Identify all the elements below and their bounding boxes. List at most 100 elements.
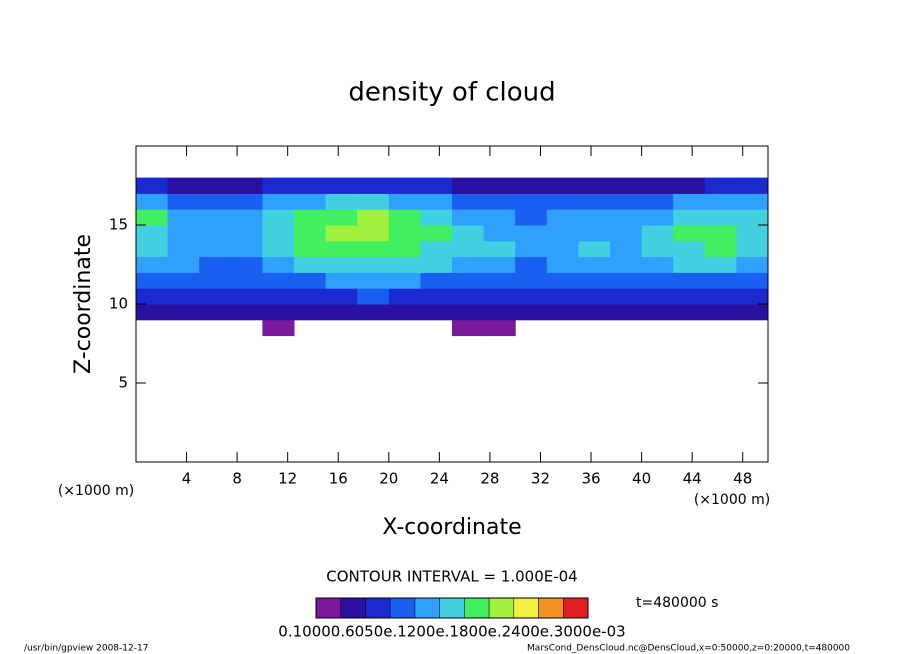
x-tick-label: 32 xyxy=(531,470,550,488)
y-tick-label: 10 xyxy=(109,295,128,313)
density-cell xyxy=(515,193,548,210)
density-cell xyxy=(420,272,453,289)
density-cell xyxy=(515,177,548,194)
density-cell xyxy=(136,304,169,321)
density-cell xyxy=(641,177,674,194)
density-cell xyxy=(641,240,674,258)
density-cell xyxy=(294,304,327,321)
density-cell xyxy=(704,177,737,194)
density-cell xyxy=(546,177,579,194)
density-cell xyxy=(230,272,263,289)
density-cell xyxy=(325,193,358,210)
density-cell xyxy=(357,225,390,242)
density-cell xyxy=(515,209,548,226)
footer-left: /usr/bin/gpview 2008-12-17 xyxy=(24,644,148,654)
density-cell xyxy=(673,256,706,273)
density-cell xyxy=(136,256,169,273)
density-cell xyxy=(736,288,769,305)
density-cell xyxy=(167,240,200,258)
density-cell xyxy=(452,193,485,210)
density-cell xyxy=(483,272,516,289)
density-cell xyxy=(388,272,421,289)
density-cell xyxy=(199,272,232,289)
density-cell xyxy=(230,256,263,273)
density-cell xyxy=(610,209,643,226)
density-cell xyxy=(262,272,295,289)
density-cell xyxy=(230,177,263,194)
density-cell xyxy=(578,288,611,305)
density-cell xyxy=(610,193,643,210)
density-cell xyxy=(736,240,769,258)
density-cell xyxy=(736,193,769,210)
density-cell xyxy=(262,319,295,337)
density-cell xyxy=(578,193,611,210)
density-cell xyxy=(578,304,611,321)
density-cell xyxy=(704,225,737,242)
density-cell xyxy=(610,288,643,305)
density-cell xyxy=(136,272,169,289)
density-cell xyxy=(641,272,674,289)
density-cell xyxy=(167,304,200,321)
x-tick-label: 4 xyxy=(182,470,192,488)
density-cell xyxy=(294,256,327,273)
density-cell xyxy=(673,209,706,226)
density-cell xyxy=(420,256,453,273)
colorbar-swatch xyxy=(389,597,416,619)
density-cell xyxy=(546,256,579,273)
density-cell xyxy=(673,288,706,305)
x-tick-label: 28 xyxy=(480,470,499,488)
density-cell xyxy=(578,272,611,289)
colorbar-swatch xyxy=(340,597,366,619)
colorbar-swatch xyxy=(538,597,564,619)
density-cell xyxy=(357,193,390,210)
density-cell xyxy=(641,225,674,242)
x-tick-label: 40 xyxy=(632,470,651,488)
density-cell xyxy=(262,304,295,321)
colorbar-swatch xyxy=(464,597,490,619)
density-cell xyxy=(483,256,516,273)
density-cell xyxy=(736,225,769,242)
colorbar-swatch xyxy=(513,597,539,619)
density-cell xyxy=(136,225,169,242)
density-cell xyxy=(420,177,453,194)
density-cell xyxy=(199,256,232,273)
x-tick-label: 20 xyxy=(379,470,398,488)
density-cell xyxy=(736,304,769,321)
colorbar-label: 0.10000.6050e.1200e.1800e.2400e.3000e-03 xyxy=(278,623,625,641)
density-cell xyxy=(325,240,358,258)
density-cell xyxy=(357,209,390,226)
density-cell xyxy=(452,240,485,258)
density-cell xyxy=(230,209,263,226)
density-cell xyxy=(641,304,674,321)
density-cell xyxy=(704,256,737,273)
density-cell xyxy=(515,225,548,242)
x-tick-label: 8 xyxy=(232,470,242,488)
density-cell xyxy=(420,193,453,210)
density-cell xyxy=(294,240,327,258)
density-cell xyxy=(262,288,295,305)
density-cell xyxy=(294,225,327,242)
x-unit: (×1000 m) xyxy=(694,492,770,508)
density-cell xyxy=(515,256,548,273)
density-cell xyxy=(357,177,390,194)
density-cell xyxy=(736,209,769,226)
density-cell xyxy=(199,209,232,226)
density-cell xyxy=(483,319,516,337)
density-cell xyxy=(704,240,737,258)
density-cell xyxy=(673,193,706,210)
x-tick-label: 24 xyxy=(430,470,449,488)
density-cell xyxy=(294,193,327,210)
density-cell xyxy=(262,177,295,194)
density-cell xyxy=(357,272,390,289)
density-cell xyxy=(167,225,200,242)
density-cell xyxy=(167,272,200,289)
density-cell xyxy=(452,225,485,242)
density-cell xyxy=(704,193,737,210)
density-cell xyxy=(483,209,516,226)
density-cell xyxy=(357,304,390,321)
density-cell xyxy=(420,209,453,226)
density-cell xyxy=(357,240,390,258)
y-axis-label: Z-coordinate xyxy=(71,234,96,374)
density-cell xyxy=(167,193,200,210)
density-cell xyxy=(136,240,169,258)
